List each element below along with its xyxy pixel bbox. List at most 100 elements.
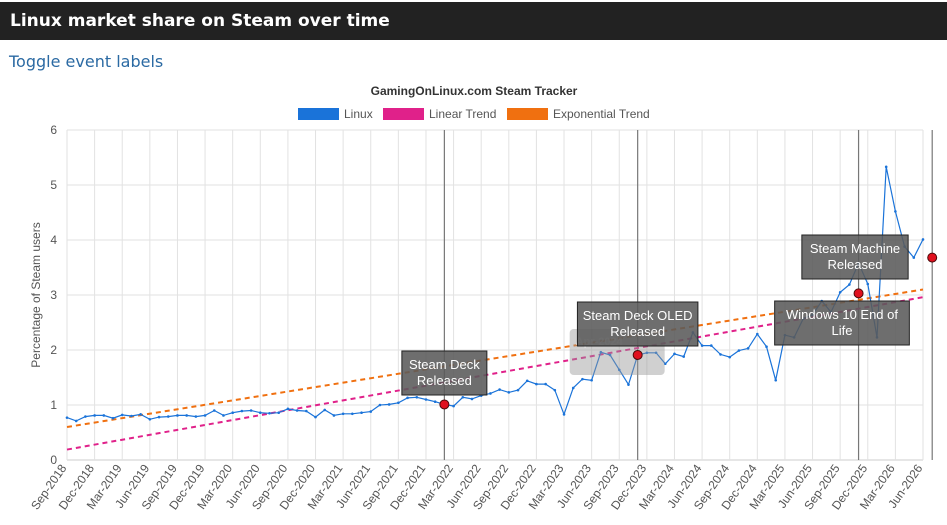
page-header: Linux market share on Steam over time bbox=[0, 2, 947, 40]
event-label-2-text: Steam Machine bbox=[810, 241, 900, 256]
linux-point bbox=[507, 391, 511, 394]
y-tick-label: 2 bbox=[50, 343, 57, 357]
legend-swatch-0 bbox=[298, 108, 339, 120]
linux-point bbox=[617, 368, 621, 372]
linux-point bbox=[489, 392, 492, 395]
linux-point bbox=[84, 415, 87, 418]
linux-point bbox=[746, 347, 750, 350]
event-label-2-text: Released bbox=[828, 257, 883, 272]
linux-point bbox=[277, 411, 280, 415]
linux-point bbox=[838, 290, 842, 294]
event-label-1-text: Released bbox=[610, 324, 665, 339]
event-label-1-box bbox=[576, 301, 699, 347]
linux-point bbox=[544, 382, 547, 386]
linux-point bbox=[498, 388, 501, 391]
linux-point bbox=[314, 415, 317, 419]
linux-point bbox=[222, 414, 225, 417]
event-label-0-box bbox=[401, 350, 488, 396]
linux-point bbox=[176, 414, 179, 417]
linux-point bbox=[231, 411, 234, 415]
linux-point bbox=[756, 332, 759, 336]
linux-point bbox=[866, 282, 870, 286]
linux-point bbox=[65, 416, 69, 419]
legend-swatch-2 bbox=[507, 108, 548, 120]
linux-point bbox=[102, 414, 106, 417]
legend-label-2: Exponential Trend bbox=[553, 107, 650, 121]
legend-label-1: Linear Trend bbox=[429, 107, 496, 121]
y-tick-label: 5 bbox=[50, 178, 57, 192]
linux-point bbox=[157, 415, 161, 419]
linux-point bbox=[571, 386, 575, 390]
linux-point bbox=[305, 409, 308, 413]
linux-point bbox=[258, 411, 262, 415]
linux-point bbox=[516, 388, 520, 392]
linux-point bbox=[203, 414, 207, 417]
linux-point bbox=[397, 401, 400, 405]
linux-series-line bbox=[66, 166, 924, 422]
linux-point bbox=[627, 383, 630, 386]
linux-point bbox=[295, 409, 299, 412]
linux-point bbox=[130, 414, 133, 418]
event-marker-1 bbox=[632, 349, 643, 360]
linux-point bbox=[654, 351, 658, 355]
event-label-0-text: Steam Deck bbox=[409, 357, 480, 372]
event-label-2-box bbox=[801, 234, 909, 280]
linux-point bbox=[700, 344, 704, 347]
linux-point bbox=[608, 353, 612, 357]
linux-point bbox=[120, 413, 124, 417]
linux-point bbox=[710, 344, 713, 347]
linux-point bbox=[139, 413, 142, 416]
y-tick-label: 1 bbox=[50, 398, 57, 412]
linux-point bbox=[369, 410, 373, 413]
linux-point bbox=[452, 404, 455, 408]
linux-point bbox=[663, 362, 667, 366]
linux-point bbox=[912, 256, 916, 259]
event-label-extra-0-text: Life bbox=[832, 323, 853, 338]
linux-point bbox=[590, 378, 593, 382]
linux-point bbox=[562, 413, 566, 416]
legend-label-0: Linux bbox=[344, 107, 373, 121]
linux-point bbox=[581, 377, 584, 381]
toggle-event-labels-link[interactable]: Toggle event labels bbox=[9, 52, 164, 71]
linux-point bbox=[921, 238, 925, 241]
linux-point bbox=[433, 400, 437, 404]
linux-point bbox=[599, 350, 603, 354]
linux-point bbox=[194, 415, 198, 418]
linux-point bbox=[737, 349, 741, 352]
linux-point bbox=[884, 165, 888, 169]
linux-point bbox=[240, 409, 244, 413]
linux-point bbox=[286, 407, 290, 411]
linux-point bbox=[535, 382, 538, 386]
linux-point bbox=[774, 378, 778, 382]
y-tick-label: 6 bbox=[50, 123, 57, 137]
y-tick-label: 3 bbox=[50, 288, 57, 302]
event-marker-3 bbox=[927, 252, 938, 263]
linux-point bbox=[268, 411, 271, 415]
linux-point bbox=[765, 345, 768, 349]
linux-point bbox=[93, 414, 96, 417]
linux-point bbox=[894, 210, 897, 213]
event-label-0-text: Released bbox=[417, 373, 472, 388]
linux-point bbox=[332, 414, 336, 417]
linux-point bbox=[351, 412, 354, 416]
linux-point bbox=[166, 415, 170, 418]
linux-point bbox=[682, 355, 685, 358]
linux-point bbox=[378, 403, 382, 407]
linux-point bbox=[525, 379, 529, 383]
linux-point bbox=[848, 283, 851, 286]
linux-point bbox=[424, 398, 428, 401]
linux-point bbox=[406, 396, 409, 400]
linux-point bbox=[212, 409, 216, 412]
event-label-1-text: Steam Deck OLED bbox=[583, 308, 693, 323]
page-title: Linux market share on Steam over time bbox=[10, 11, 390, 31]
y-tick-label: 0 bbox=[50, 453, 57, 467]
y-tick-label: 4 bbox=[50, 233, 57, 247]
linux-point bbox=[341, 412, 345, 416]
linux-point bbox=[461, 396, 465, 399]
event-marker-0 bbox=[439, 399, 450, 410]
legend-swatch-1 bbox=[383, 108, 424, 120]
linux-point bbox=[470, 397, 474, 401]
chart-title: GamingOnLinux.com Steam Tracker bbox=[371, 84, 578, 98]
linux-point bbox=[673, 352, 676, 356]
